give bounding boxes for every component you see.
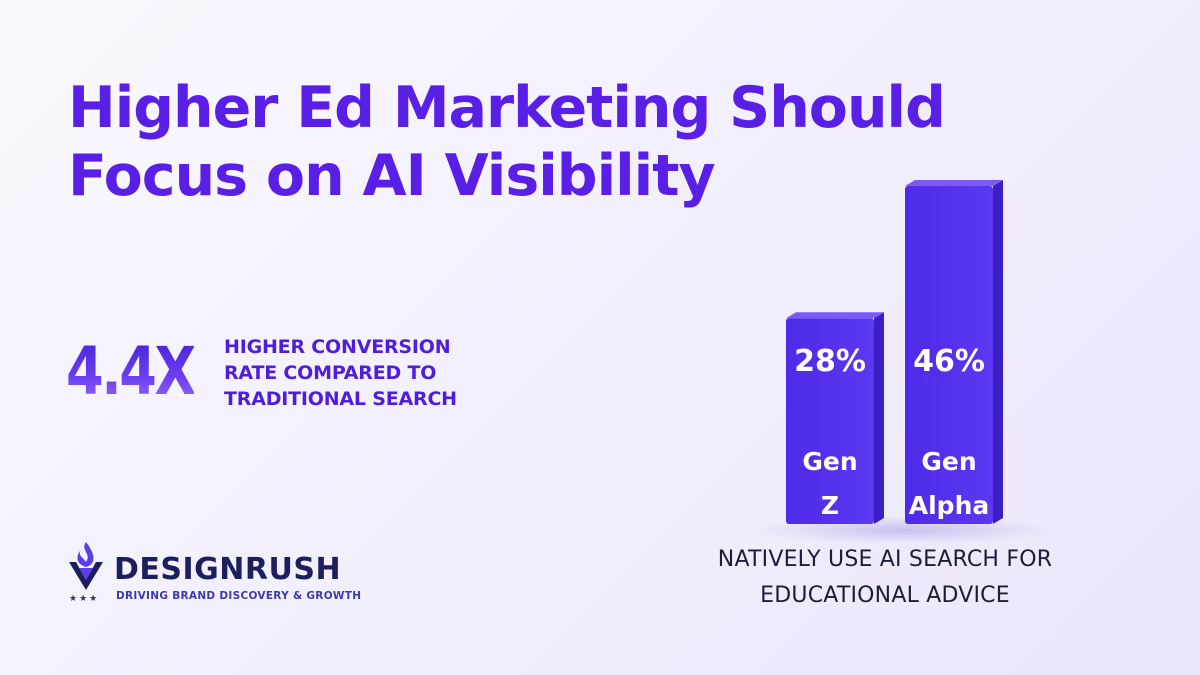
- category-label-0-1: Z: [821, 491, 839, 520]
- category-label-1-0: Gen: [921, 447, 976, 476]
- headline-line-2: Focus on AI Visibility: [68, 143, 716, 209]
- designrush-logo: ★★★ DESIGNRUSH DRIVING BRAND DISCOVERY &…: [66, 540, 406, 620]
- chart-caption: NATIVELY USE AI SEARCH FOR EDUCATIONAL A…: [680, 542, 1090, 614]
- value-label-0: 28%: [794, 344, 866, 379]
- bar-side-0: [874, 312, 884, 524]
- value-label-1: 46%: [913, 344, 985, 379]
- caption-line-2: EDUCATIONAL ADVICE: [760, 583, 1010, 608]
- bar-side-1: [993, 180, 1003, 524]
- headline: Higher Ed Marketing Should Focus on AI V…: [68, 74, 968, 210]
- stat-desc-line-1: HIGHER CONVERSION: [224, 336, 451, 358]
- category-label-1-1: Alpha: [909, 491, 989, 520]
- stat-desc-line-2: RATE COMPARED TO: [224, 362, 437, 384]
- bars-layer: 28% Gen Z 46% Gen Alpha: [755, 180, 1055, 544]
- designrush-logo-icon: [69, 542, 103, 590]
- bar-top-0: [786, 312, 884, 319]
- brand-name: DESIGNRUSH: [114, 552, 342, 587]
- stat-description: HIGHER CONVERSION RATE COMPARED TO TRADI…: [224, 334, 544, 412]
- logo-stars: ★★★: [69, 594, 100, 604]
- brand-tagline: DRIVING BRAND DISCOVERY & GROWTH: [116, 590, 362, 602]
- stat-value: 4.4X: [66, 330, 196, 414]
- stat-desc-line-3: TRADITIONAL SEARCH: [224, 388, 457, 410]
- bar-front-0: [786, 318, 874, 524]
- bar-gen-alpha: 46% Gen Alpha: [905, 180, 1003, 524]
- category-label-0-0: Gen: [802, 447, 857, 476]
- bar-front-1: [905, 186, 993, 524]
- caption-line-1: NATIVELY USE AI SEARCH FOR: [717, 547, 1053, 572]
- bar-gen-z: 28% Gen Z: [786, 312, 884, 524]
- headline-line-1: Higher Ed Marketing Should: [68, 75, 946, 141]
- bar-top-1: [905, 180, 1003, 186]
